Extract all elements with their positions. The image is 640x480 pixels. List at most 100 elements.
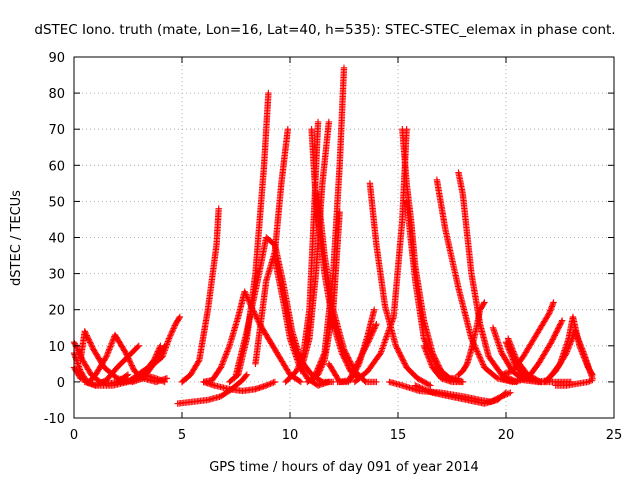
data-point: [154, 375, 161, 383]
y-tick-label: 20: [48, 304, 65, 319]
data-point: [123, 351, 130, 358]
data-point: [82, 329, 89, 336]
data-point: [102, 354, 109, 362]
data-point: [124, 371, 132, 378]
data-point: [108, 340, 115, 347]
data-point: [124, 353, 132, 361]
y-tick-label: 60: [48, 159, 65, 174]
data-point: [373, 378, 380, 386]
data-point: [316, 361, 323, 368]
data-series: [200, 378, 279, 395]
data-point: [87, 340, 94, 348]
data-point: [83, 332, 90, 339]
y-tick-label: 10: [48, 340, 65, 355]
data-point: [312, 370, 319, 378]
data-point: [320, 352, 327, 360]
data-point: [318, 355, 326, 362]
data-point: [225, 344, 233, 351]
data-point: [314, 365, 322, 372]
data-point: [167, 331, 175, 338]
data-point: [348, 361, 355, 368]
data-point: [153, 351, 160, 358]
data-point: [77, 375, 84, 382]
data-series: [174, 371, 250, 407]
data-point: [224, 348, 231, 355]
data-point: [223, 349, 230, 357]
data-point: [127, 360, 135, 368]
data-point: [221, 354, 229, 361]
data-point: [131, 375, 138, 382]
data-point: [105, 347, 112, 355]
data-point: [346, 357, 353, 364]
data-point: [340, 64, 348, 72]
data-point: [219, 358, 227, 365]
data-point: [104, 349, 112, 356]
data-point: [176, 313, 184, 321]
data-point: [112, 374, 120, 381]
data-point: [252, 312, 259, 320]
data-point: [242, 289, 249, 297]
data-point: [108, 338, 116, 346]
data-point: [342, 348, 349, 356]
data-point: [74, 347, 82, 354]
data-point: [157, 342, 164, 349]
data-point: [165, 335, 173, 342]
x-axis-title: GPS time / hours of day 091 of year 2014: [209, 460, 479, 475]
data-point: [347, 359, 354, 367]
data-point: [128, 362, 136, 369]
data-point: [161, 378, 168, 386]
data-point: [153, 349, 161, 357]
data-point: [297, 378, 304, 386]
data-point: [195, 358, 202, 365]
data-series: [131, 371, 168, 386]
data-point: [371, 306, 378, 313]
x-tick-label: 10: [282, 428, 299, 443]
y-tick-label: 30: [48, 268, 65, 283]
data-point: [242, 291, 250, 298]
data-point: [84, 335, 92, 342]
data-point: [215, 205, 222, 212]
data-series: [252, 126, 292, 368]
data-point: [126, 358, 134, 365]
data-point: [243, 292, 250, 300]
data-point: [317, 358, 325, 365]
data-point: [242, 372, 250, 379]
data-point: [129, 363, 136, 371]
data-point: [319, 354, 326, 361]
data-point: [155, 346, 162, 354]
data-point: [132, 374, 140, 381]
data-point: [122, 349, 130, 357]
data-point: [216, 365, 224, 372]
data-point: [170, 325, 177, 332]
data-point: [104, 350, 111, 357]
data-point: [270, 379, 277, 386]
data-point: [318, 356, 325, 364]
data-point: [155, 345, 163, 352]
data-point: [168, 329, 175, 337]
data-point: [78, 375, 86, 383]
data-point: [346, 358, 354, 365]
data-series: [178, 205, 222, 386]
y-tick-label: -10: [44, 412, 65, 427]
data-point: [265, 89, 272, 97]
data-point: [243, 371, 250, 378]
data-point: [129, 365, 137, 372]
data-point: [125, 355, 132, 362]
data-point: [341, 347, 348, 354]
data-point: [311, 372, 319, 379]
data-point: [88, 342, 95, 349]
data-point: [84, 333, 91, 341]
x-tick-label: 20: [498, 428, 515, 443]
data-point: [218, 361, 226, 368]
y-tick-label: 80: [48, 87, 65, 102]
data-point: [88, 343, 96, 350]
data-point: [106, 346, 113, 353]
data-point: [134, 343, 141, 351]
data-point: [152, 352, 160, 360]
data-points: [70, 64, 596, 407]
data-point: [220, 357, 227, 364]
data-point: [175, 314, 183, 322]
data-point: [313, 368, 320, 375]
data-series: [420, 342, 466, 386]
data-point: [315, 362, 323, 369]
